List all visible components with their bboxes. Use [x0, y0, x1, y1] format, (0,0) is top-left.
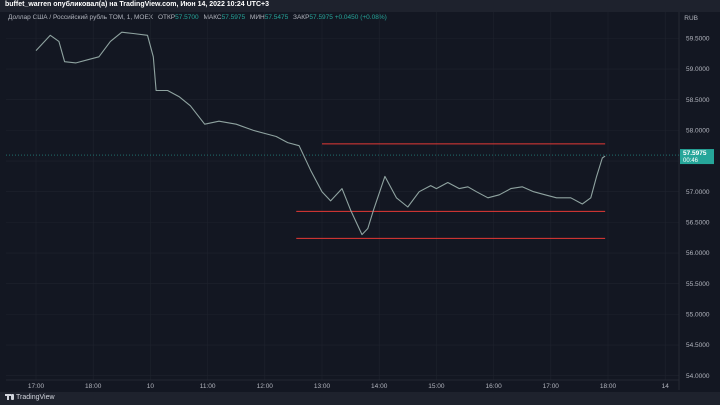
- high-label: МАКС: [203, 14, 222, 21]
- footer-bar: TradingView: [0, 392, 720, 405]
- symbol-name: Доллар США / Российский рубль TOM, 1, MO…: [8, 14, 154, 21]
- price-series-line: [35, 31, 606, 236]
- y-tick-label: 59.0000: [686, 66, 710, 73]
- logo-text: TradingView: [16, 394, 55, 401]
- open-label: ОТКР: [157, 14, 176, 21]
- change-value: +0.0450 (+0.08%): [334, 14, 387, 21]
- open-value: 57.5700: [175, 14, 199, 21]
- currency-label: RUB: [684, 15, 698, 22]
- chart-legend: Доллар США / Российский рубль TOM, 1, MO…: [8, 14, 387, 21]
- tradingview-logo-icon: [5, 394, 14, 400]
- x-tick-label: 18:00: [85, 383, 102, 390]
- x-tick-label: 14:00: [371, 383, 388, 390]
- x-tick-label: 10: [147, 383, 155, 390]
- low-label: МИН: [249, 14, 265, 21]
- y-tick-label: 58.5000: [686, 97, 710, 104]
- y-tick-label: 55.5000: [686, 281, 710, 288]
- x-tick-label: 13:00: [314, 383, 331, 390]
- price-chart[interactable]: 59.500059.000058.500058.000057.500057.00…: [0, 12, 720, 392]
- high-value: 57.5975: [221, 14, 246, 21]
- y-tick-label: 57.0000: [686, 189, 710, 196]
- last-price-badge: [680, 149, 714, 165]
- x-tick-label: 16:00: [485, 383, 502, 390]
- y-tick-label: 55.0000: [686, 312, 710, 319]
- x-tick-label: 17:00: [543, 383, 560, 390]
- publish-header: buffet_warren опубликовал(а) на TradingV…: [0, 0, 720, 12]
- publish-line: buffet_warren опубликовал(а) на TradingV…: [5, 1, 269, 8]
- x-tick-label: 11:00: [200, 383, 216, 390]
- low-value: 57.5475: [264, 14, 289, 21]
- x-tick-label: 14: [662, 383, 670, 390]
- y-tick-label: 56.0000: [686, 250, 710, 257]
- x-tick-label: 17:00: [28, 383, 45, 390]
- y-tick-label: 59.5000: [686, 36, 710, 43]
- bar-countdown: 00:46: [683, 158, 699, 164]
- y-tick-label: 54.5000: [686, 342, 710, 349]
- close-value: 57.5975: [309, 14, 333, 21]
- x-tick-label: 18:00: [600, 383, 617, 390]
- y-tick-label: 56.5000: [686, 220, 710, 227]
- tradingview-logo[interactable]: TradingView: [5, 394, 55, 401]
- y-tick-label: 58.0000: [686, 128, 710, 135]
- close-label: ЗАКР: [293, 14, 310, 21]
- x-tick-label: 12:00: [257, 383, 274, 390]
- x-tick-label: 15:00: [428, 383, 445, 390]
- last-price-value: 57.5975: [683, 150, 707, 157]
- y-tick-label: 54.0000: [686, 373, 710, 380]
